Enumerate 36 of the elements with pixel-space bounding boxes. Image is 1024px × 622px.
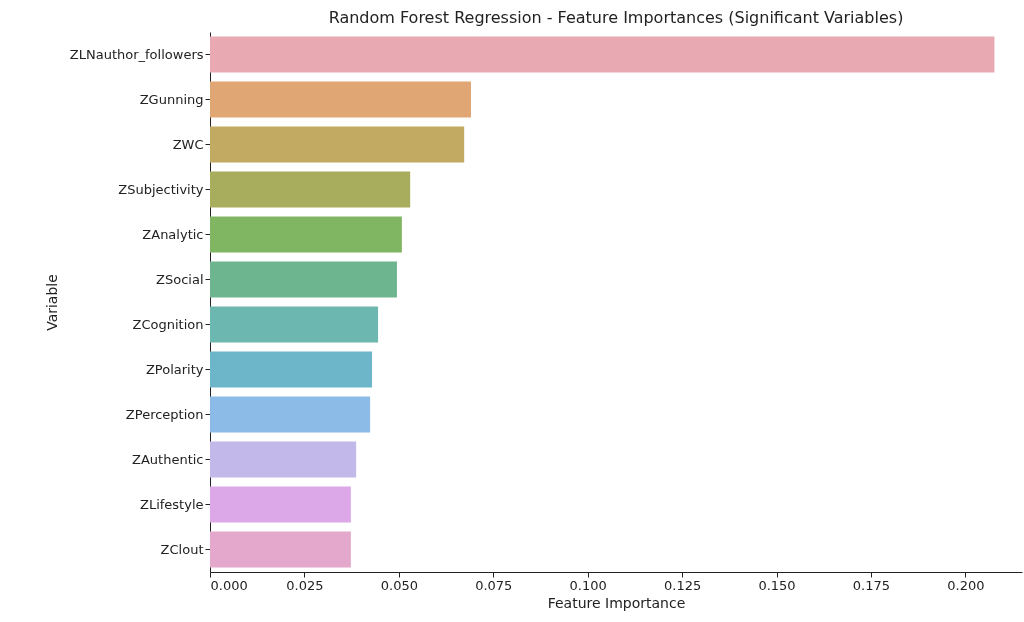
y-axis-title: Variable	[43, 274, 60, 331]
bar	[210, 351, 373, 388]
y-tick-label: ZAnalytic	[142, 226, 204, 242]
bar	[210, 261, 397, 298]
y-tick-label: ZCognition	[132, 316, 204, 332]
bar	[210, 441, 357, 478]
x-tick-label: 0.150	[758, 577, 796, 593]
x-tick-label: 0.050	[380, 577, 418, 593]
y-tick-label: ZSubjectivity	[118, 181, 204, 197]
bar	[210, 171, 411, 208]
chart-title: Random Forest Regression - Feature Importances (Significant Variables)	[328, 8, 904, 27]
x-tick-label: 0.100	[569, 577, 607, 593]
bar	[210, 531, 351, 568]
x-tick-label: 0.175	[852, 577, 891, 593]
y-tick-label: ZWC	[172, 136, 204, 152]
y-tick-label: ZGunning	[139, 91, 204, 107]
y-tick-label: ZClout	[160, 541, 204, 557]
y-tick-label: ZPerception	[125, 406, 204, 422]
bar	[210, 126, 465, 163]
bar	[210, 216, 402, 253]
y-tick-label: ZSocial	[156, 271, 204, 287]
x-axis-title: Feature Importance	[547, 594, 686, 611]
bar	[210, 486, 351, 523]
y-tick-label: ZLifestyle	[139, 496, 204, 512]
y-tick-label: ZAuthentic	[132, 451, 204, 467]
x-tick-label: 0.000	[210, 577, 248, 593]
x-tick-label: 0.200	[947, 577, 985, 593]
y-tick-label: ZLNauthor_followers	[69, 46, 204, 62]
bar	[210, 36, 995, 73]
x-tick-label: 0.125	[663, 577, 702, 593]
x-tick-label: 0.075	[475, 577, 513, 593]
y-tick-label: ZPolarity	[145, 361, 204, 377]
bar	[210, 81, 471, 118]
bar	[210, 396, 371, 433]
x-tick-label: 0.025	[286, 577, 324, 593]
bar	[210, 306, 379, 343]
